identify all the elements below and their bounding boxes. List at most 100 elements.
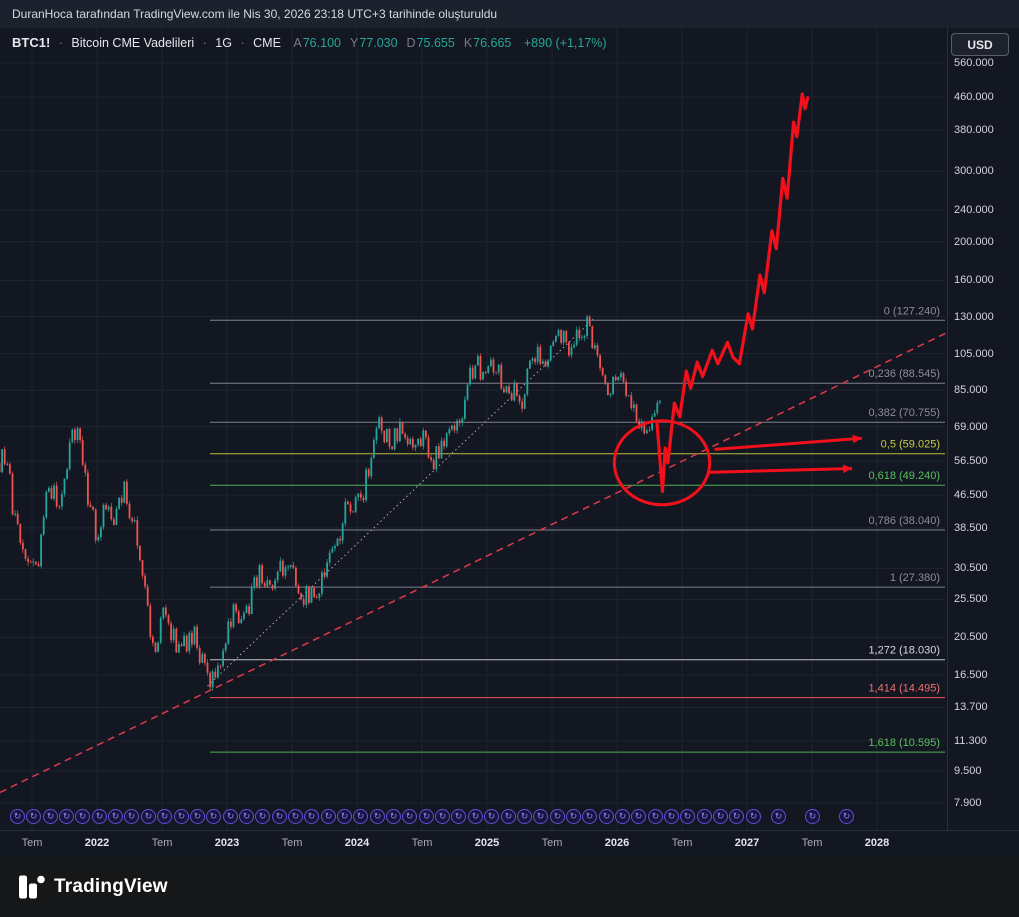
tradingview-wordmark: TradingView: [54, 875, 168, 897]
chart-canvas[interactable]: 0 (127.240) 0,236 (88.545) 0,382 (70.755) 0…: [0, 28, 947, 830]
fib-level-label-f0[interactable]: 0 (127.240): [884, 305, 940, 317]
event-marker[interactable]: ↻: [713, 809, 728, 824]
time-axis-label: Tem: [541, 837, 563, 849]
price-axis-label: 7.900: [954, 797, 982, 810]
fib-level-label-f05[interactable]: 0,5 (59.025): [881, 439, 940, 451]
time-axis-label: Tem: [281, 837, 303, 849]
symbol-name[interactable]: BTC1!: [12, 35, 51, 50]
event-marker[interactable]: ↻: [402, 809, 417, 824]
annotation-arrowhead: [852, 434, 862, 444]
ohlc-value: 77.030: [359, 36, 398, 50]
event-marker[interactable]: ↻: [26, 809, 41, 824]
fib-level-label-f0786[interactable]: 0,786 (38.040): [868, 515, 940, 527]
event-marker[interactable]: ↻: [746, 809, 761, 824]
event-marker[interactable]: ↻: [680, 809, 695, 824]
event-marker[interactable]: ↻: [272, 809, 287, 824]
event-marker[interactable]: ↻: [468, 809, 483, 824]
event-marker[interactable]: ↻: [501, 809, 516, 824]
interval-label[interactable]: 1G: [215, 36, 232, 50]
event-marker[interactable]: ↻: [419, 809, 434, 824]
event-marker[interactable]: ↻: [771, 809, 786, 824]
event-marker[interactable]: ↻: [239, 809, 254, 824]
event-marker[interactable]: ↻: [223, 809, 238, 824]
event-marker[interactable]: ↻: [10, 809, 25, 824]
fib-level-label-f1414[interactable]: 1,414 (14.495): [868, 683, 940, 695]
ohlc-value: 76.100: [302, 36, 341, 50]
price-axis-label: 160.000: [954, 274, 994, 287]
highlight-circle[interactable]: [612, 419, 712, 507]
time-axis[interactable]: Tem 2022 Tem 2023 Tem 2024 Tem 2025 Tem 2026 Tem 20…: [0, 830, 1019, 856]
price-axis[interactable]: USD 560.000 460.000 380.000 300.000 240.000 2…: [947, 28, 1019, 830]
footer: TradingView: [0, 856, 1019, 917]
projection-line[interactable]: [655, 92, 810, 493]
event-marker[interactable]: ↻: [141, 809, 156, 824]
event-marker[interactable]: ↻: [484, 809, 499, 824]
event-marker[interactable]: ↻: [206, 809, 221, 824]
event-marker[interactable]: ↻: [533, 809, 548, 824]
annotation-arrow[interactable]: [706, 467, 853, 474]
event-marker[interactable]: ↻: [729, 809, 744, 824]
price-axis-label: 20.500: [954, 631, 988, 644]
event-marker[interactable]: ↻: [304, 809, 319, 824]
fib-level-label-f1[interactable]: 1 (27.380): [890, 572, 940, 584]
time-axis-label: 2022: [84, 837, 110, 849]
event-marker[interactable]: ↻: [550, 809, 565, 824]
event-marker[interactable]: ↻: [108, 809, 123, 824]
event-marker[interactable]: ↻: [582, 809, 597, 824]
trendline-dotted[interactable]: [207, 318, 594, 687]
time-axis-label: 2028: [864, 837, 890, 849]
currency-button[interactable]: USD: [951, 33, 1009, 56]
event-marker[interactable]: ↻: [92, 809, 107, 824]
annotation-arrow[interactable]: [714, 436, 862, 451]
event-marker[interactable]: ↻: [59, 809, 74, 824]
event-marker[interactable]: ↻: [435, 809, 450, 824]
price-axis-label: 300.000: [954, 165, 994, 178]
event-marker[interactable]: ↻: [190, 809, 205, 824]
event-marker[interactable]: ↻: [174, 809, 189, 824]
candle-wicks-up: [1, 314, 661, 691]
price-axis-label: 13.700: [954, 701, 988, 714]
event-marker[interactable]: ↻: [386, 809, 401, 824]
event-marker[interactable]: ↻: [353, 809, 368, 824]
price-chart-svg[interactable]: 0 (127.240) 0,236 (88.545) 0,382 (70.755) 0…: [0, 28, 947, 830]
ohlc-label: K: [463, 36, 473, 50]
time-axis-label: 2023: [214, 837, 240, 849]
event-marker[interactable]: ↻: [615, 809, 630, 824]
event-marker[interactable]: ↻: [631, 809, 646, 824]
ohlc-values: A76.100 Y77.030 D75.655 K76.665: [284, 36, 511, 50]
event-marker[interactable]: ↻: [370, 809, 385, 824]
change-value: +890 (+1,17%): [523, 36, 607, 50]
event-marker[interactable]: ↻: [321, 809, 336, 824]
event-marker[interactable]: ↻: [648, 809, 663, 824]
event-marker[interactable]: ↻: [288, 809, 303, 824]
fib-level-label-f1272[interactable]: 1,272 (18.030): [868, 645, 940, 657]
price-axis-label: 105.000: [954, 347, 994, 360]
event-marker[interactable]: ↻: [839, 809, 854, 824]
event-marker[interactable]: ↻: [566, 809, 581, 824]
tradingview-logo[interactable]: TradingView: [18, 874, 168, 900]
event-marker[interactable]: ↻: [337, 809, 352, 824]
event-marker[interactable]: ↻: [805, 809, 820, 824]
fib-level-label-f0618[interactable]: 0,618 (49.240): [868, 470, 940, 482]
event-marker[interactable]: ↻: [517, 809, 532, 824]
event-marker[interactable]: ↻: [75, 809, 90, 824]
fib-level-label-f0382[interactable]: 0,382 (70.755): [868, 407, 940, 419]
event-marker[interactable]: ↻: [697, 809, 712, 824]
event-marker[interactable]: ↻: [255, 809, 270, 824]
fib-level-label-f1618[interactable]: 1,618 (10.595): [868, 737, 940, 749]
event-marker[interactable]: ↻: [43, 809, 58, 824]
fib-level-label-f0236[interactable]: 0,236 (88.545): [868, 368, 940, 380]
price-axis-label: 25.500: [954, 593, 988, 606]
event-marker[interactable]: ↻: [157, 809, 172, 824]
event-marker[interactable]: ↻: [124, 809, 139, 824]
event-marker[interactable]: ↻: [599, 809, 614, 824]
attribution-text: DuranHoca tarafından TradingView.com ile…: [12, 7, 498, 21]
event-marker[interactable]: ↻: [451, 809, 466, 824]
price-axis-label: 130.000: [954, 310, 994, 323]
event-marker[interactable]: ↻: [664, 809, 679, 824]
time-axis-label: Tem: [671, 837, 693, 849]
time-axis-label: 2024: [344, 837, 370, 849]
time-axis-label: 2027: [734, 837, 760, 849]
grid-lines: [0, 28, 945, 830]
